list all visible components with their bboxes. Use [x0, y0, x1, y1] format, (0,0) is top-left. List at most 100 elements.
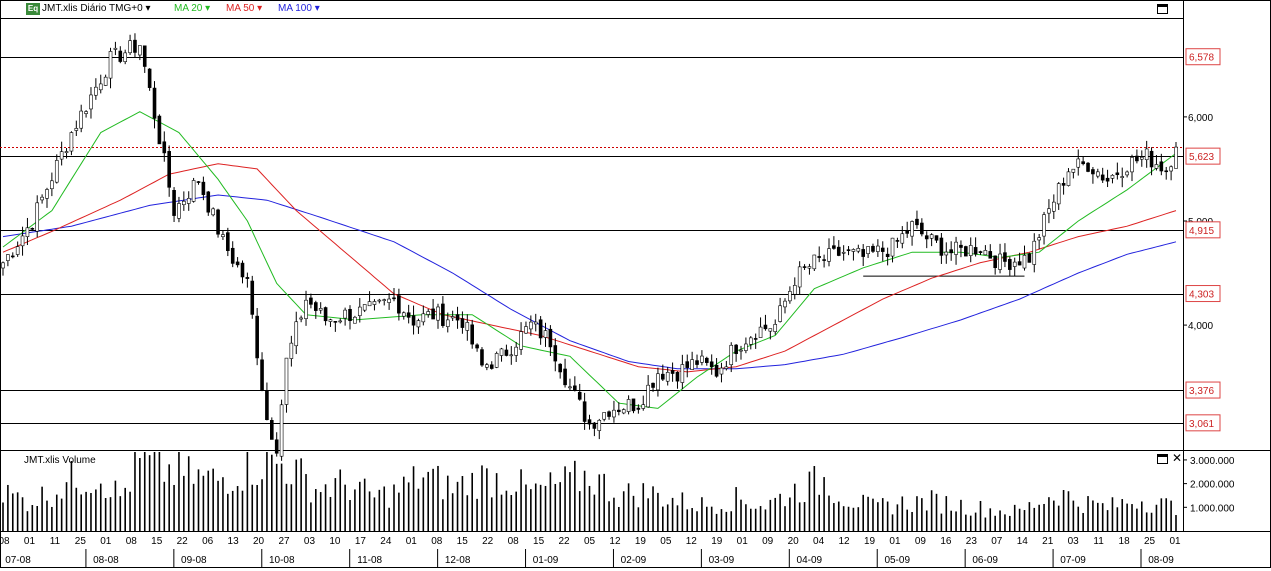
candle-body: [445, 319, 450, 327]
candle-body: [123, 52, 127, 62]
date-month-label: 12-08: [445, 555, 471, 566]
candle-body: [895, 240, 900, 242]
date-day-label: 25: [75, 536, 87, 547]
candle-body: [1071, 168, 1076, 173]
candle-body: [177, 203, 181, 219]
candle-body: [768, 328, 773, 332]
candle-body: [1130, 157, 1134, 173]
candle-body: [157, 115, 162, 145]
candle-body: [978, 251, 983, 253]
candle-body: [587, 419, 592, 425]
candle-body: [924, 235, 929, 240]
candle-body: [885, 253, 890, 258]
candle-body: [700, 355, 704, 363]
candle-body: [25, 227, 30, 237]
candle-body: [133, 39, 137, 53]
ma50-dropdown[interactable]: MA 50 ▾: [226, 2, 262, 16]
date-day-label: 01: [100, 536, 112, 547]
candle-body: [900, 233, 905, 244]
candle-body: [783, 300, 787, 308]
candle-body: [1047, 208, 1051, 214]
candle-body: [983, 250, 988, 256]
date-day-label: 22: [558, 536, 570, 547]
ma20-dropdown[interactable]: MA 20 ▾: [174, 2, 210, 16]
candle-body: [876, 245, 880, 252]
candle-body: [411, 315, 416, 326]
candle-body: [915, 218, 919, 226]
close-icon[interactable]: ✕: [1172, 451, 1183, 465]
candle-body: [1144, 148, 1149, 161]
candle-body: [1061, 183, 1066, 186]
candle-body: [553, 345, 558, 362]
symbol-dropdown[interactable]: JMT.xlis Diário TMG+0 ▾: [42, 2, 150, 16]
candle-body: [504, 349, 509, 356]
candle-body: [186, 198, 191, 204]
candle-body: [920, 222, 924, 235]
date-day-label: 09: [762, 536, 774, 547]
date-day-label: 08: [126, 536, 138, 547]
equity-icon[interactable]: Eq: [26, 3, 40, 15]
candle-body: [1174, 146, 1178, 169]
date-month-label: 01-09: [533, 555, 559, 566]
date-day-label: 22: [482, 536, 494, 547]
candle-body: [274, 439, 279, 454]
candle-body: [406, 312, 411, 318]
date-day-label: 12: [839, 536, 851, 547]
candle-body: [1100, 174, 1105, 181]
date-day-label: 03: [304, 536, 316, 547]
candle-body: [196, 181, 201, 183]
date-month-label: 04-09: [797, 555, 823, 566]
candle-body: [861, 249, 866, 257]
candle-body: [949, 249, 953, 254]
candle-body: [40, 196, 44, 201]
candle-body: [494, 353, 499, 368]
ma100-label: MA 100: [278, 3, 312, 14]
candle-body: [485, 364, 489, 368]
candle-body: [436, 306, 440, 321]
candle-body: [866, 246, 870, 254]
price-tick-label: 6,000: [1188, 113, 1213, 124]
candle-body: [695, 360, 699, 365]
candle-body: [230, 247, 235, 264]
ma20-label: MA 20: [174, 3, 203, 14]
maximize-price-pane-button[interactable]: [1157, 4, 1168, 14]
candle-body: [138, 45, 142, 56]
candle-body: [94, 86, 98, 96]
candle-body: [1115, 172, 1120, 176]
candle-body: [763, 324, 768, 330]
candle-body: [191, 180, 196, 202]
candle-body: [328, 319, 333, 322]
candle-body: [748, 337, 753, 345]
date-day-label: 20: [788, 536, 800, 547]
candle-body: [797, 266, 802, 288]
candle-body: [739, 349, 743, 352]
candle-body: [348, 308, 352, 322]
candle-body: [1052, 201, 1056, 212]
level-label: 5,623: [1189, 152, 1214, 163]
level-label: 4,303: [1189, 290, 1214, 301]
candle-body: [543, 330, 548, 338]
date-month-label: 07-09: [1060, 555, 1086, 566]
candle-body: [621, 409, 626, 414]
candle-body: [1096, 171, 1100, 177]
candle-body: [1008, 259, 1012, 270]
ma100-dropdown[interactable]: MA 100 ▾: [278, 2, 320, 16]
candle-body: [426, 311, 431, 315]
candle-body: [64, 151, 69, 154]
candle-body: [294, 321, 299, 347]
date-day-label: 08: [508, 536, 520, 547]
candle-body: [59, 151, 64, 160]
candle-body: [656, 373, 660, 391]
level-label: 3,376: [1189, 386, 1214, 397]
maximize-volume-pane-button[interactable]: [1157, 454, 1168, 464]
candle-body: [128, 40, 132, 54]
candle-body: [626, 399, 631, 412]
price-tick-label: 4,000: [1188, 321, 1213, 332]
candle-body: [421, 313, 426, 323]
candle-body: [1091, 169, 1095, 175]
date-day-label: 01: [889, 536, 901, 547]
candle-body: [245, 277, 250, 279]
level-label: 6,578: [1189, 53, 1214, 64]
candle-body: [367, 301, 372, 307]
date-day-label: 27: [278, 536, 290, 547]
